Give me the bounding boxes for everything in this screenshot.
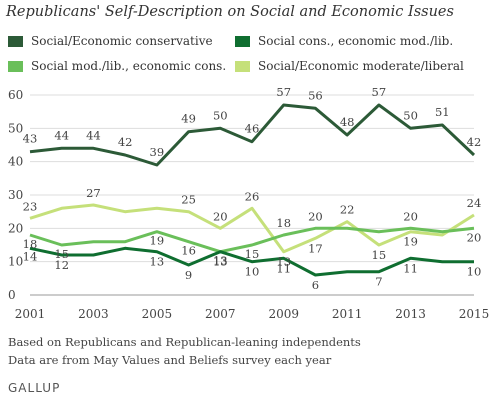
legend-label: Social/Economic moderate/liberal xyxy=(258,59,464,73)
data-label: 13 xyxy=(276,255,291,269)
data-label: 57 xyxy=(372,85,387,99)
data-label: 22 xyxy=(340,203,355,217)
data-label: 10 xyxy=(245,265,260,279)
data-label: 48 xyxy=(340,115,355,129)
data-label: 57 xyxy=(276,85,291,99)
x-tick-label: 2003 xyxy=(78,307,109,321)
data-label: 19 xyxy=(150,234,165,248)
legend-label: Social cons., economic mod./lib. xyxy=(258,34,454,48)
x-tick-label: 2013 xyxy=(395,307,426,321)
data-label: 39 xyxy=(150,145,165,159)
data-label: 20 xyxy=(403,209,418,223)
data-label: 14 xyxy=(23,249,38,263)
legend-item-social-economic-conservative: Social/Economic conservative xyxy=(8,34,213,48)
legend-swatch xyxy=(235,60,250,72)
y-tick-label: 0 xyxy=(8,288,16,302)
data-label: 46 xyxy=(245,122,260,136)
series-line xyxy=(29,203,475,254)
data-label: 51 xyxy=(435,105,450,119)
data-label: 25 xyxy=(181,193,196,207)
data-label: 20 xyxy=(213,209,228,223)
data-label: 42 xyxy=(118,135,133,149)
chart-title: Republicans' Self-Description on Social … xyxy=(6,4,454,20)
series-line xyxy=(29,103,476,167)
data-label: 9 xyxy=(185,268,192,282)
footnote-sample: Based on Republicans and Republican-lean… xyxy=(8,335,361,349)
data-label: 7 xyxy=(375,275,382,289)
data-label: 24 xyxy=(467,196,482,210)
legend-item-social-economic-moderate-liberal: Social/Economic moderate/liberal xyxy=(235,59,464,73)
x-tick-label: 2001 xyxy=(15,307,46,321)
data-label: 15 xyxy=(54,247,69,261)
legend-label: Social/Economic conservative xyxy=(31,34,213,48)
data-label: 23 xyxy=(23,199,38,213)
data-label: 26 xyxy=(245,189,260,203)
y-tick-label: 50 xyxy=(8,121,23,135)
y-tick-label: 30 xyxy=(8,188,23,202)
footnote-source: Data are from May Values and Beliefs sur… xyxy=(8,353,332,367)
legend-item-social-cons-economic-mod-lib: Social cons., economic mod./lib. xyxy=(235,34,453,48)
data-label: 11 xyxy=(403,261,418,275)
data-label: 43 xyxy=(23,132,38,146)
data-label: 42 xyxy=(467,135,482,149)
data-label: 13 xyxy=(213,254,228,268)
data-label: 44 xyxy=(86,128,101,142)
data-label: 44 xyxy=(54,128,69,142)
y-tick-label: 10 xyxy=(8,255,23,269)
data-label: 20 xyxy=(308,209,323,223)
data-label: 19 xyxy=(403,235,418,249)
legend-item-social-mod-lib-economic-cons: Social mod./lib., economic cons. xyxy=(8,59,226,73)
series-line xyxy=(29,246,474,277)
data-label: 27 xyxy=(86,186,101,200)
y-tick-label: 60 xyxy=(8,88,23,102)
data-label: 15 xyxy=(372,248,387,262)
data-label: 49 xyxy=(181,112,196,126)
legend-swatch xyxy=(8,60,23,72)
x-tick-label: 2005 xyxy=(142,307,173,321)
data-label: 12 xyxy=(54,258,69,272)
data-label: 50 xyxy=(213,108,228,122)
data-label: 20 xyxy=(467,230,482,244)
legend-swatch xyxy=(8,35,23,47)
data-label: 56 xyxy=(308,88,323,102)
data-label: 11 xyxy=(276,261,291,275)
data-label: 50 xyxy=(403,108,418,122)
series-line xyxy=(29,226,475,254)
x-tick-label: 2009 xyxy=(268,307,299,321)
x-tick-label: 2015 xyxy=(459,307,490,321)
data-label: 13 xyxy=(213,255,228,269)
data-label: 13 xyxy=(150,255,165,269)
y-tick-label: 20 xyxy=(8,221,23,235)
data-label: 16 xyxy=(181,244,196,258)
data-label: 17 xyxy=(308,241,323,255)
data-label: 15 xyxy=(245,247,260,261)
data-label: 18 xyxy=(23,237,38,251)
x-tick-label: 2007 xyxy=(205,307,236,321)
gallup-logo: GALLUP xyxy=(8,381,61,395)
x-tick-label: 2011 xyxy=(332,307,363,321)
y-tick-label: 40 xyxy=(8,155,23,169)
legend-swatch xyxy=(235,35,250,47)
data-label: 18 xyxy=(276,216,291,230)
legend-label: Social mod./lib., economic cons. xyxy=(31,59,227,73)
data-label: 6 xyxy=(312,278,319,292)
data-label: 10 xyxy=(467,265,482,279)
